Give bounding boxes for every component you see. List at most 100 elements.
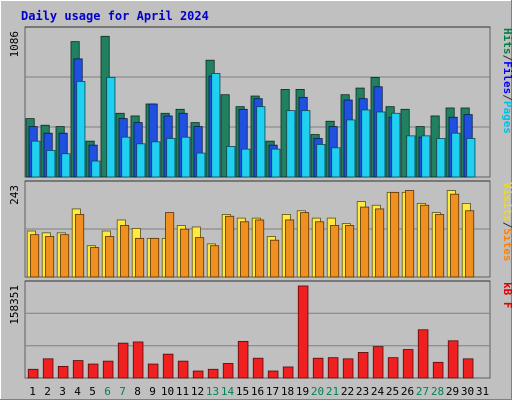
bar-hits-day-14 (220, 94, 230, 178)
x-tick-label-day-6: 6 (104, 385, 111, 398)
legend-entry-: / (501, 222, 512, 229)
bar-pages-day-13 (211, 73, 221, 178)
bar-kb-f-day-2 (42, 358, 54, 379)
bar-kb-f-day-19 (297, 285, 309, 379)
bar-kb-f-day-25 (387, 357, 399, 379)
bar-kb-f-day-11 (177, 360, 189, 379)
bar-sites-day-5 (90, 247, 100, 278)
bar-sites-day-22 (345, 225, 355, 278)
x-tick-label-day-13: 13 (206, 385, 219, 398)
bar-pages-day-18 (286, 110, 296, 178)
x-tick-label-day-29: 29 (446, 385, 459, 398)
bar-pages-day-19 (301, 110, 311, 178)
bar-sites-day-30 (465, 210, 475, 278)
x-tick-label-day-18: 18 (281, 385, 294, 398)
panel-2-y-tick-label: 243 (8, 185, 21, 205)
chart-title: Daily usage for April 2024 (21, 9, 209, 23)
x-tick-label-day-31: 31 (476, 385, 489, 398)
bar-pages-day-8 (136, 143, 146, 178)
bar-pages-day-15 (241, 148, 251, 178)
x-tick-label-day-30: 30 (461, 385, 474, 398)
bar-sites-day-26 (405, 190, 415, 278)
bar-pages-day-26 (406, 135, 416, 178)
legend-entry-kb-f: kB F (501, 282, 512, 309)
x-tick-label-day-24: 24 (371, 385, 385, 398)
bar-sites-day-12 (195, 237, 205, 278)
bar-pages-day-23 (361, 109, 371, 178)
bar-sites-day-24 (375, 208, 385, 278)
bar-kb-f-day-21 (327, 357, 339, 379)
x-tick-label-day-17: 17 (266, 385, 279, 398)
x-tick-label-day-22: 22 (341, 385, 354, 398)
x-tick-label-day-21: 21 (326, 385, 339, 398)
bar-pages-day-21 (331, 147, 341, 178)
bar-sites-day-9 (150, 237, 160, 278)
bar-sites-day-8 (135, 237, 145, 278)
x-tick-label-day-7: 7 (119, 385, 126, 398)
bar-kb-f-day-23 (357, 352, 369, 379)
bar-pages-day-25 (391, 112, 401, 178)
bar-kb-f-day-28 (432, 361, 444, 379)
bar-pages-day-3 (61, 153, 71, 178)
x-tick-label-day-16: 16 (251, 385, 264, 398)
legend-entry-files: Files (501, 61, 512, 94)
panel-2: 243 Visits/Sites (8, 180, 512, 278)
bar-kb-f-day-29 (447, 340, 459, 379)
panel-3: 158351 kB F (8, 280, 512, 379)
x-tick-label-day-26: 26 (401, 385, 414, 398)
bar-sites-day-18 (285, 219, 295, 278)
bar-kb-f-day-26 (402, 349, 414, 379)
x-tick-label-day-5: 5 (89, 385, 96, 398)
bar-sites-day-10 (165, 212, 175, 278)
bar-pages-day-29 (451, 132, 461, 178)
bar-kb-f-day-13 (207, 368, 219, 379)
x-tick-label-day-9: 9 (149, 385, 156, 398)
bar-kb-f-day-6 (102, 360, 114, 379)
bar-kb-f-day-10 (162, 353, 174, 379)
bar-sites-day-13 (210, 245, 220, 278)
x-tick-label-day-1: 1 (29, 385, 36, 398)
bar-kb-f-day-9 (147, 363, 159, 379)
bar-kb-f-day-14 (222, 363, 234, 379)
bar-sites-day-21 (330, 225, 340, 278)
x-tick-label-day-25: 25 (386, 385, 399, 398)
bar-sites-day-25 (390, 191, 400, 278)
bar-sites-day-19 (300, 212, 310, 278)
bar-kb-f-day-1 (27, 368, 39, 379)
bar-pages-day-4 (76, 81, 86, 178)
bar-sites-day-28 (435, 214, 445, 278)
bar-pages-day-28 (436, 138, 446, 178)
bar-pages-day-7 (121, 136, 131, 178)
bar-sites-day-4 (75, 214, 85, 278)
legend-entry-: / (501, 55, 512, 62)
bar-sites-day-14 (225, 215, 235, 278)
bar-pages-day-27 (421, 135, 431, 178)
x-tick-label-day-11: 11 (176, 385, 189, 398)
bar-pages-day-6 (106, 77, 116, 178)
bar-pages-day-24 (376, 111, 386, 178)
bar-pages-day-10 (166, 138, 176, 178)
bar-pages-day-5 (91, 160, 101, 178)
x-tick-label-day-12: 12 (191, 385, 204, 398)
bar-kb-f-day-3 (57, 365, 69, 379)
bar-kb-f-day-7 (117, 342, 129, 379)
x-tick-label-day-3: 3 (59, 385, 66, 398)
bar-kb-f-day-4 (72, 360, 84, 379)
panel-1-y-tick-label: 1086 (8, 31, 21, 58)
bar-sites-day-2 (45, 236, 55, 278)
x-tick-label-day-23: 23 (356, 385, 369, 398)
bar-pages-day-12 (196, 152, 206, 178)
bar-pages-day-11 (181, 136, 191, 178)
x-tick-label-day-2: 2 (44, 385, 51, 398)
bar-pages-day-2 (46, 150, 56, 178)
bar-kb-f-day-5 (87, 363, 99, 379)
bar-pages-day-1 (31, 140, 41, 178)
panel-2-legend: Visits/Sites (501, 182, 512, 262)
x-tick-label-day-14: 14 (221, 385, 235, 398)
bar-pages-day-30 (466, 138, 476, 178)
bar-sites-day-16 (255, 219, 265, 278)
x-tick-label-day-20: 20 (311, 385, 324, 398)
